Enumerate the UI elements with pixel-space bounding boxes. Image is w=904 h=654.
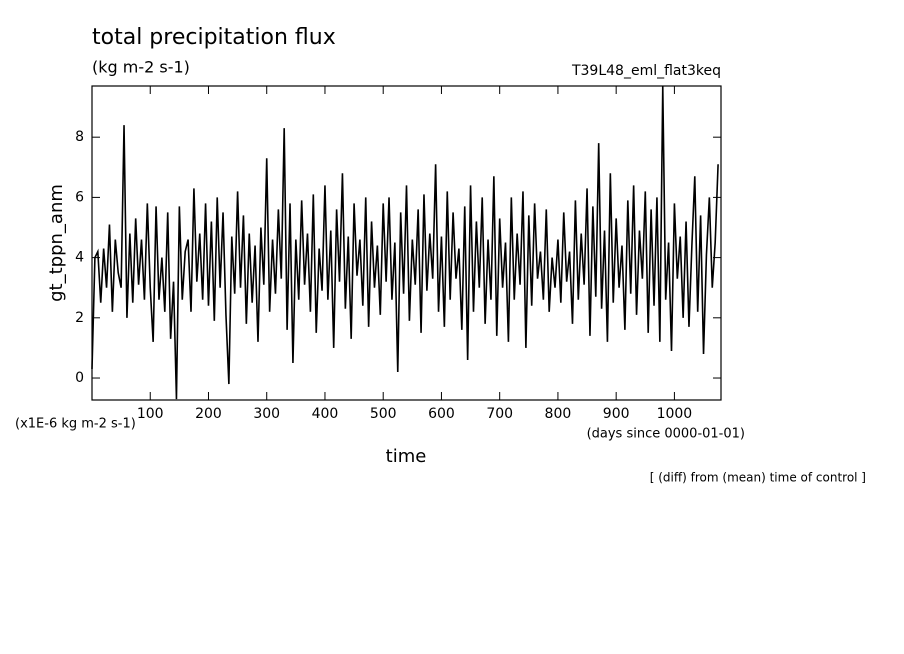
x-tick-label: 300 [253, 406, 280, 422]
x-tick-label: 700 [486, 406, 513, 422]
x-tick-label: 200 [195, 406, 222, 422]
y-tick-label: 4 [75, 250, 84, 266]
y-tick-label: 2 [75, 310, 84, 326]
run-label: T39L48_eml_flat3keq [571, 63, 721, 79]
x-tick-label: 1000 [657, 406, 693, 422]
x-tick-label: 100 [137, 406, 164, 422]
x-unit-label: (days since 0000-01-01) [587, 427, 745, 442]
note: [ (diff) from (mean) time of control ] [650, 471, 866, 485]
y-unit-label: (x1E-6 kg m-2 s-1) [15, 417, 136, 432]
y-tick-label: 0 [75, 370, 84, 386]
subtitle: (kg m-2 s-1) [92, 58, 190, 77]
x-tick-label: 800 [545, 406, 572, 422]
x-tick-label: 500 [370, 406, 397, 422]
y-axis-label: gt_tppn_anm [46, 184, 67, 302]
x-axis-label: time [386, 446, 427, 467]
x-tick-label: 400 [312, 406, 339, 422]
y-tick-label: 6 [75, 189, 84, 205]
plot-frame [91, 85, 722, 401]
x-tick-label: 900 [603, 406, 630, 422]
data-line [91, 85, 719, 400]
x-tick-label: 600 [428, 406, 455, 422]
chart-title: total precipitation flux [92, 25, 336, 50]
y-tick-label: 8 [75, 129, 84, 145]
